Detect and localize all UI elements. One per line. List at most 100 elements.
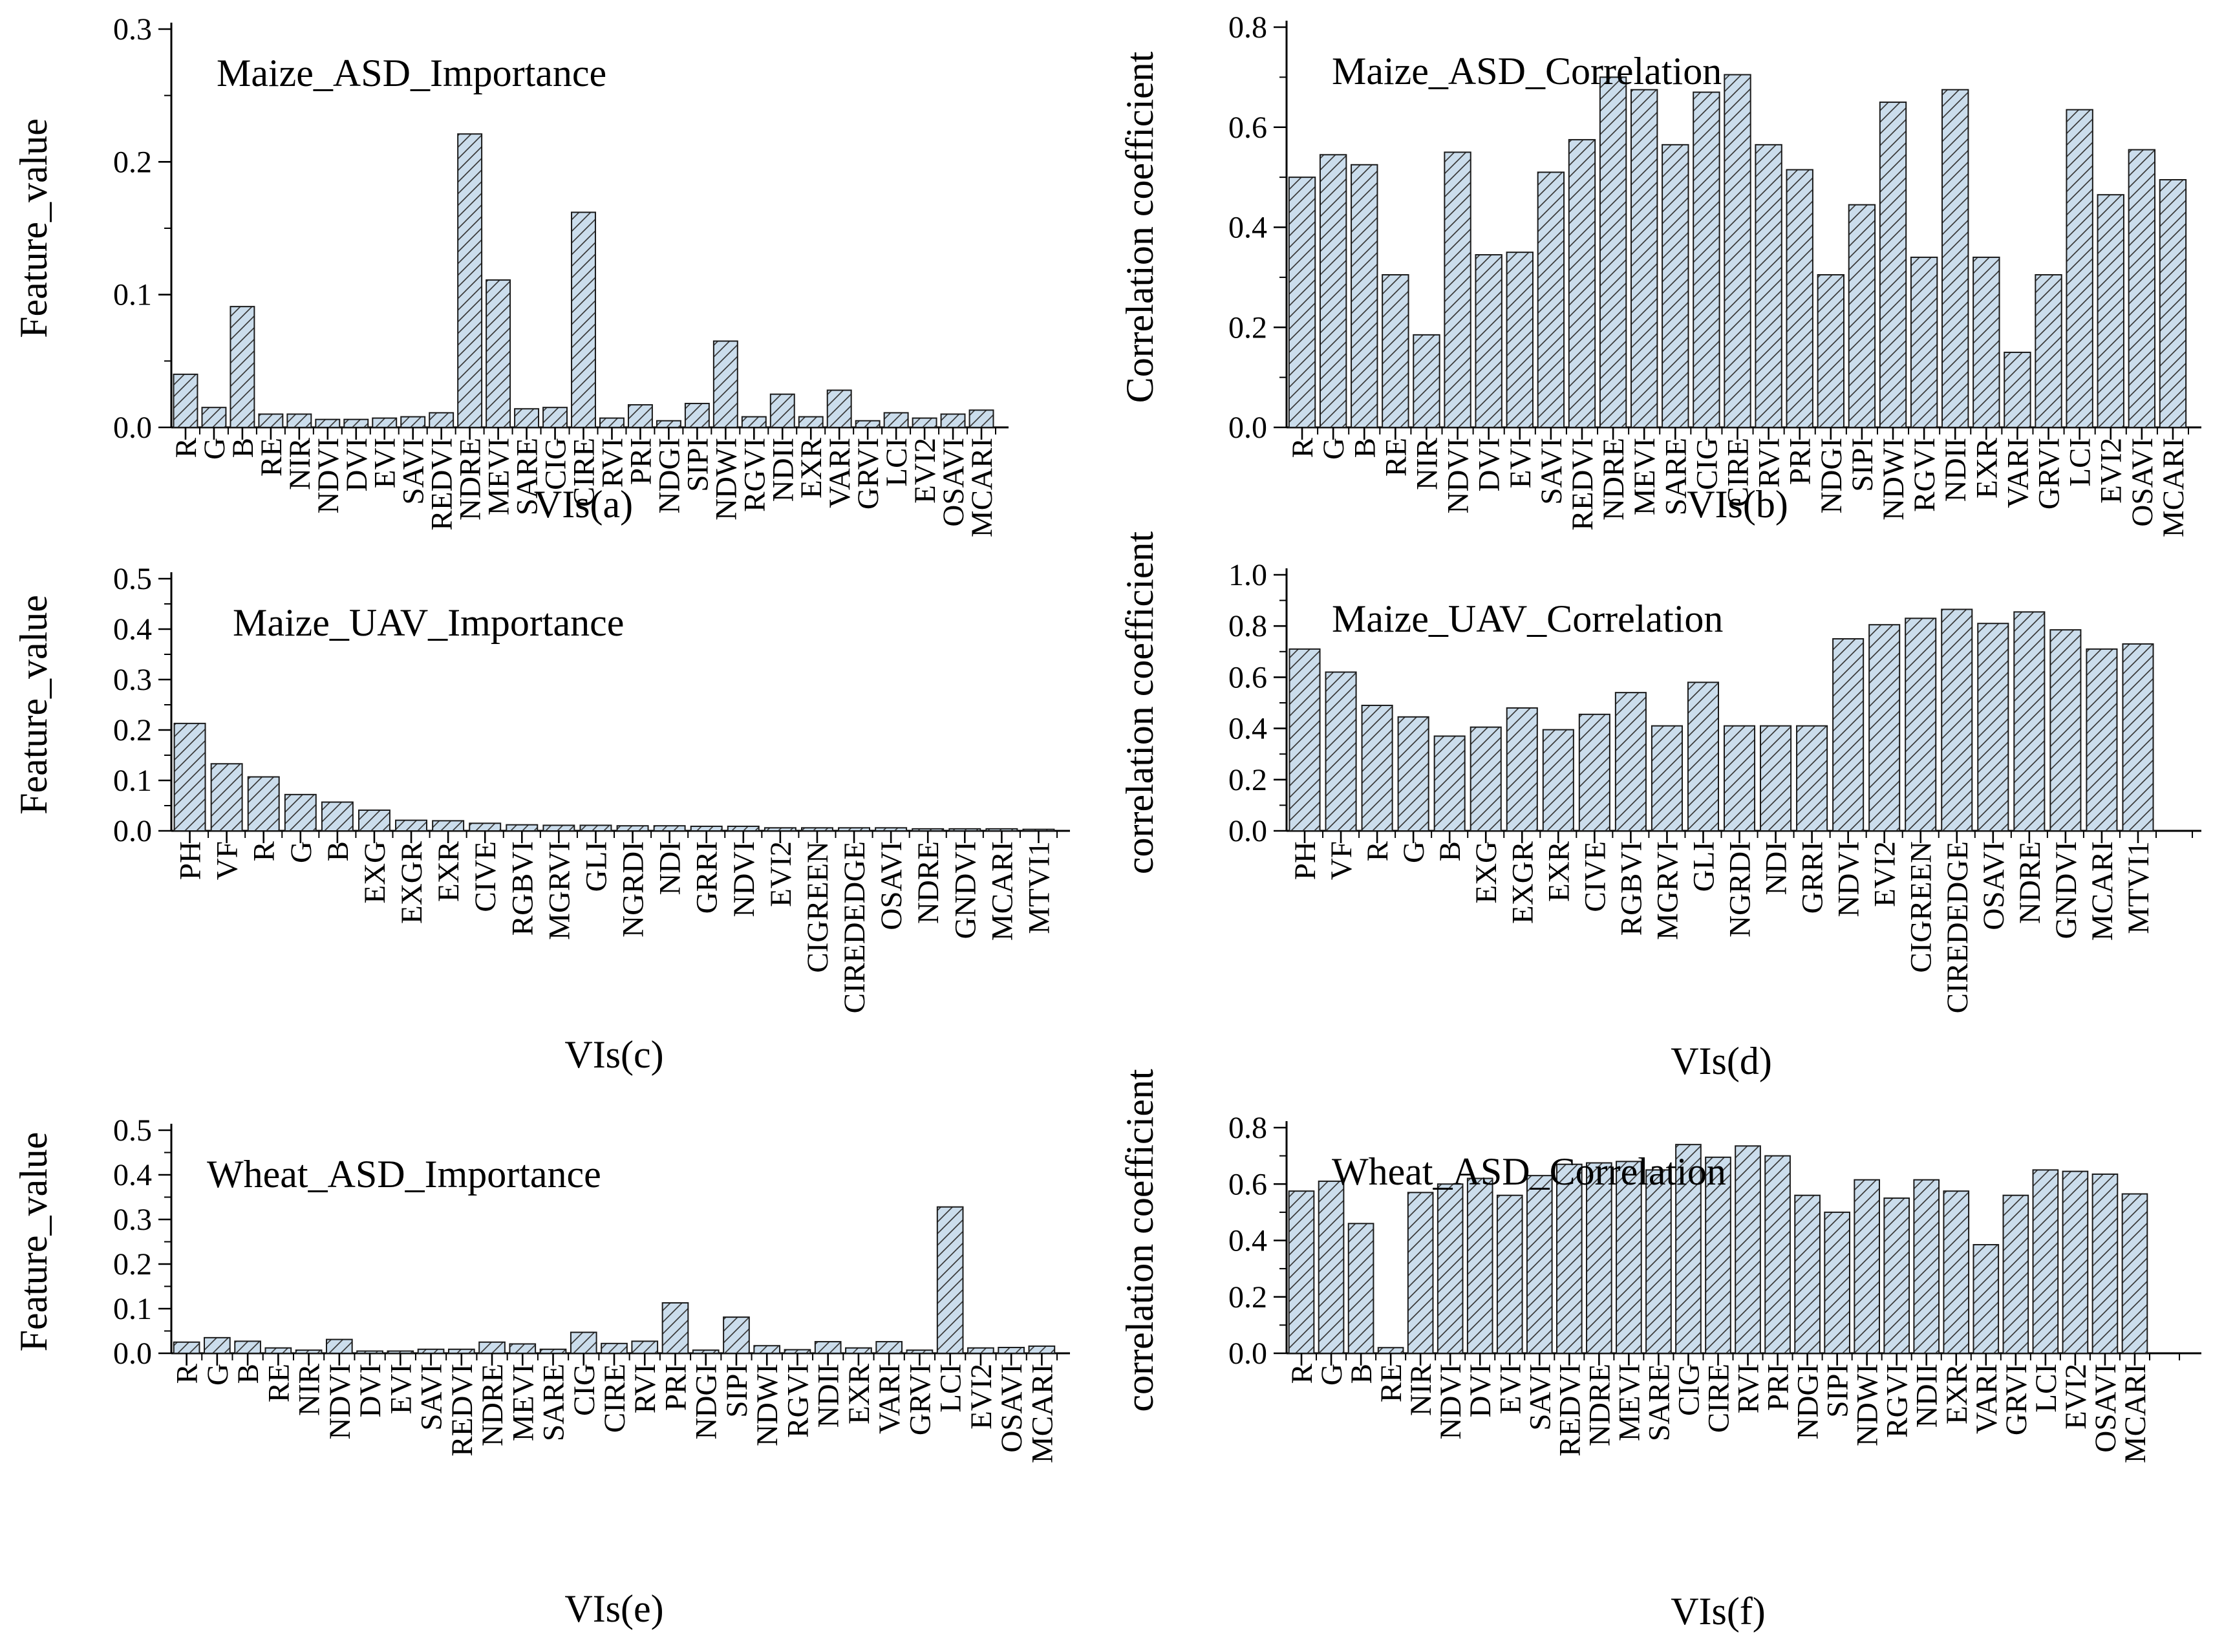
y-tick-label: 0.2 <box>1228 1280 1267 1314</box>
bar-GRVI <box>855 420 881 429</box>
y-tick-label: 0.0 <box>113 411 152 445</box>
bar-NDWI <box>753 1345 781 1354</box>
x-tick-label-GRRI: GRRI <box>690 841 724 914</box>
bar-REDVI <box>429 412 454 428</box>
x-tick-label-GRVI: GRVI <box>903 1364 937 1435</box>
x-tick-label-DVI: DVI <box>1473 438 1506 492</box>
x-tick-label-EVI2: EVI2 <box>908 438 942 504</box>
bar-EXR <box>1972 256 2000 428</box>
bar-REDVI <box>1568 139 1596 428</box>
bar-EXGR <box>1506 707 1538 831</box>
x-tick-label-EXR: EXR <box>1542 841 1576 902</box>
y-tick-label: 0.5 <box>113 562 152 596</box>
x-tick-label-SARE: SARE <box>537 1364 571 1441</box>
x-tick-label-NIR: NIR <box>293 1363 326 1416</box>
bar-MCARI <box>2086 648 2118 831</box>
x-tick-label-NIR: NIR <box>283 437 317 490</box>
bar-GRVI <box>906 1349 934 1355</box>
x-axis-label: VIs(b) <box>1687 483 1788 526</box>
bar-NDI <box>653 825 686 832</box>
y-tick-label: 1.0 <box>1228 558 1267 592</box>
x-tick-label-R: R <box>169 437 203 458</box>
bar-SAVI <box>1526 1175 1553 1354</box>
x-tick-label-OSAVI: OSAVI <box>937 438 970 527</box>
bar-EVI2 <box>764 827 796 832</box>
x-tick-label-NDWI: NDWI <box>751 1364 784 1446</box>
y-tick-label: 0.8 <box>1228 1111 1267 1145</box>
bar-B <box>1433 735 1466 832</box>
x-tick-label-GNDVI: GNDVI <box>2049 841 2083 939</box>
x-tick-label-EXG: EXG <box>1470 841 1503 904</box>
x-tick-label-PH: PH <box>1288 841 1322 880</box>
bar-NDVI <box>325 1338 353 1354</box>
x-tick-label-NDGI: NDGI <box>1815 438 1848 513</box>
bar-NDGI <box>692 1349 720 1355</box>
bar-EVI2 <box>912 417 937 428</box>
bar-VARI <box>875 1341 903 1354</box>
panel-wheat-asd-correlation: 0.0 0.2 0.4 0.6 0.8 R G B RE NIR NDVI DVI EVI SAVI RED… <box>1106 1069 2213 1652</box>
bar-B <box>230 306 255 428</box>
bar-PRI <box>627 404 653 428</box>
bar-RVI <box>1755 144 1782 429</box>
bar-EVI2 <box>2062 1170 2089 1355</box>
bar-NDII <box>769 393 795 429</box>
bar-EXG <box>358 810 390 831</box>
bar-NDII <box>1941 89 1969 428</box>
y-tick-label: 0.3 <box>113 1203 152 1237</box>
bar-CIRE <box>1705 1156 1731 1355</box>
y-tick-label: 0.2 <box>1228 310 1267 345</box>
x-tick-label-B: B <box>231 1364 265 1384</box>
x-tick-label-NDGI: NDGI <box>652 438 686 513</box>
y-tick-label: 0.6 <box>1228 111 1267 145</box>
x-tick-label-EVI: EVI <box>1493 1364 1527 1414</box>
x-tick-label-NDI: NDI <box>1760 841 1793 896</box>
bar-VARI <box>826 389 852 428</box>
bar-PH <box>173 722 206 831</box>
bar-NDWI <box>1879 102 1907 428</box>
x-tick-label-G: G <box>1317 438 1351 460</box>
bar-EXR <box>845 1347 872 1355</box>
bar-PH <box>1288 648 1321 831</box>
x-tick-label-EVI: EVI <box>384 1364 418 1414</box>
x-tick-label-GRVI: GRVI <box>851 438 885 510</box>
x-tick-label-NDGI: NDGI <box>690 1364 723 1439</box>
bar-NIR <box>286 413 312 429</box>
x-tick-label-NGRDI: NGRDI <box>617 841 650 938</box>
x-tick-label-PH: PH <box>174 841 208 880</box>
y-tick-label: 0.8 <box>1228 10 1267 45</box>
x-tick-label-RGVI: RGVI <box>1908 438 1941 512</box>
x-tick-label-CIGREEN: CIGREEN <box>801 841 835 973</box>
x-tick-label-EVI2: EVI2 <box>2059 1364 2093 1430</box>
bar-EXG <box>1470 726 1502 831</box>
x-tick-label-EXR: EXR <box>842 1363 876 1424</box>
bar-NDVI <box>315 418 341 428</box>
bar-EXR <box>798 416 824 428</box>
x-tick-label-DVI: DVI <box>1464 1364 1497 1418</box>
bar-NDWI <box>1854 1179 1881 1355</box>
x-tick-label-SAVI: SAVI <box>1523 1364 1557 1431</box>
bar-GRVI <box>2002 1194 2029 1354</box>
bar-SARE <box>1662 144 1689 429</box>
bar-B <box>234 1340 261 1354</box>
chart-title: Wheat_ASD_Importance <box>207 1153 601 1196</box>
x-tick-label-NDRE: NDRE <box>476 1364 509 1446</box>
x-tick-label-RE: RE <box>1379 438 1413 477</box>
bar-CIRE <box>571 211 596 428</box>
bar-NDGI <box>1817 274 1845 428</box>
bar-SIPI <box>1824 1211 1850 1354</box>
y-tick-label: 0.2 <box>113 713 152 747</box>
x-tick-label-RGVI: RGVI <box>1881 1364 1914 1438</box>
bar-R <box>247 776 280 832</box>
y-tick-label: 0.4 <box>1228 211 1267 245</box>
x-tick-label-EVI2: EVI2 <box>2095 438 2128 504</box>
chart-wheat-asd-importance: 0.0 0.1 0.2 0.3 0.4 0.5 RGBRENIRNDVIDVIEVISAVI… <box>12 1113 1070 1630</box>
x-tick-label-NDII: NDII <box>1939 438 1972 502</box>
x-tick-label-RE: RE <box>262 1364 295 1402</box>
y-tick-label: 0.6 <box>1228 1167 1267 1201</box>
bar-NIR <box>295 1349 323 1355</box>
bar-OSAVI <box>998 1347 1025 1354</box>
bar-RGVI <box>1883 1197 1910 1354</box>
bar-NDII <box>1913 1179 1940 1355</box>
bar-G <box>204 1336 231 1355</box>
bar-MEVI <box>1630 89 1658 428</box>
